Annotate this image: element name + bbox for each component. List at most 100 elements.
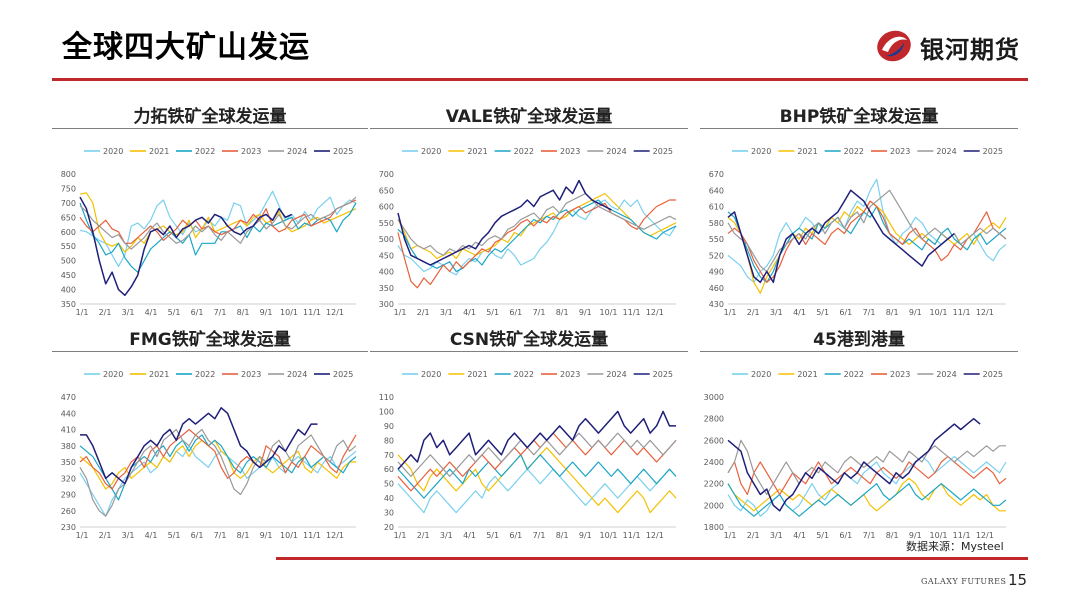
brand-name: 银河期货 <box>920 36 1020 64</box>
chart-title: 45港到港量 <box>813 330 905 350</box>
chart-panel-bhp: BHP铁矿全球发运量 2020 2021 2022 2023 2024 2025 430 46… <box>700 102 1018 318</box>
x-tick-label: 1/1 <box>724 308 737 317</box>
chart-panel-fmg: FMG铁矿全球发运量 2020 2021 2022 2023 2024 2025 230 26… <box>52 325 368 540</box>
legend-label-2020: 2020 <box>103 147 123 156</box>
x-tick-label: 6/1 <box>509 308 522 317</box>
x-tick-label: 8/1 <box>237 531 250 540</box>
chart-title-divider <box>52 351 368 352</box>
x-tick-label: 12/1 <box>976 308 994 317</box>
x-tick-label: 3/1 <box>440 308 453 317</box>
x-tick-label: 11/1 <box>953 531 971 540</box>
title-divider <box>52 78 1028 81</box>
y-tick-label: 2800 <box>704 415 724 424</box>
x-tick-label: 8/1 <box>237 308 250 317</box>
legend-label-2023: 2023 <box>890 147 910 156</box>
y-tick-label: 550 <box>709 235 724 244</box>
y-tick-label: 30 <box>384 509 394 518</box>
chart-title: CSN铁矿全球发运量 <box>449 330 609 350</box>
x-tick-label: 5/1 <box>486 308 499 317</box>
legend-label-2022: 2022 <box>844 147 864 156</box>
chart-title-divider <box>52 128 368 129</box>
y-tick-label: 20 <box>384 523 394 532</box>
chart-title: FMG铁矿全球发运量 <box>129 330 291 350</box>
legend-label-2022: 2022 <box>514 147 534 156</box>
y-tick-label: 80 <box>384 436 394 445</box>
legend-label-2023: 2023 <box>890 370 910 379</box>
legend-label-2025: 2025 <box>653 370 673 379</box>
x-tick-label: 3/1 <box>122 308 135 317</box>
x-tick-label: 2/1 <box>747 531 760 540</box>
x-tick-label: 12/1 <box>646 531 664 540</box>
x-tick-label: 10/1 <box>930 308 948 317</box>
x-tick-label: 6/1 <box>191 531 204 540</box>
x-tick-label: 4/1 <box>793 531 806 540</box>
y-tick-label: 290 <box>61 491 76 500</box>
y-tick-label: 500 <box>61 257 76 266</box>
x-tick-label: 8/1 <box>556 308 569 317</box>
legend-label-2022: 2022 <box>195 370 215 379</box>
x-tick-label: 11/1 <box>953 308 971 317</box>
x-tick-label: 3/1 <box>770 308 783 317</box>
x-tick-label: 11/1 <box>303 308 321 317</box>
series-line-2025 <box>79 196 293 297</box>
y-tick-label: 400 <box>379 268 394 277</box>
series-line-2021 <box>727 477 1006 512</box>
x-tick-label: 5/1 <box>816 308 829 317</box>
x-tick-label: 2/1 <box>747 308 760 317</box>
y-tick-label: 700 <box>61 199 76 208</box>
legend-label-2023: 2023 <box>560 147 580 156</box>
legend-label-2024: 2024 <box>606 147 626 156</box>
legend-label-2023: 2023 <box>241 147 261 156</box>
series-line-2024 <box>79 196 357 250</box>
x-tick-label: 2/1 <box>99 308 112 317</box>
legend-label-2020: 2020 <box>103 370 123 379</box>
series-line-2022 <box>727 483 1007 517</box>
y-tick-label: 90 <box>384 422 394 431</box>
legend-label-2020: 2020 <box>751 147 771 156</box>
y-tick-label: 600 <box>379 203 394 212</box>
x-tick-label: 5/1 <box>486 531 499 540</box>
x-tick-label: 10/1 <box>600 308 618 317</box>
series-line-2025 <box>80 407 318 485</box>
chart-title: VALE铁矿全球发运量 <box>445 107 613 127</box>
chart-panel-rio: 力拓铁矿全球发运量 2020 2021 2022 2023 2024 2025 350 400… <box>52 102 368 318</box>
y-tick-label: 640 <box>709 186 724 195</box>
series-line-2024 <box>397 432 677 478</box>
x-tick-label: 5/1 <box>168 308 181 317</box>
series-line-2024 <box>727 439 1006 496</box>
page-title: 全球四大矿山发运 <box>62 30 310 65</box>
y-tick-label: 300 <box>379 300 394 309</box>
y-tick-label: 410 <box>61 426 76 435</box>
y-tick-label: 260 <box>61 507 76 516</box>
brand-logo: 银河期货 <box>876 28 1026 64</box>
x-tick-label: 9/1 <box>579 531 592 540</box>
data-source: 数据来源：Mysteel <box>906 540 1004 553</box>
series-line-2020 <box>397 468 677 514</box>
y-tick-label: 50 <box>384 480 394 489</box>
x-tick-label: 1/1 <box>394 308 407 317</box>
series-line-2023 <box>79 199 357 244</box>
x-tick-label: 4/1 <box>463 308 476 317</box>
x-tick-label: 5/1 <box>168 531 181 540</box>
series-line-2020 <box>397 199 677 276</box>
x-tick-label: 7/1 <box>533 308 546 317</box>
legend-label-2024: 2024 <box>936 370 956 379</box>
legend-label-2024: 2024 <box>606 370 626 379</box>
x-tick-label: 12/1 <box>326 531 344 540</box>
footer-brand: GALAXY FUTURES <box>921 577 1007 586</box>
chart-title-divider <box>370 128 688 129</box>
legend-label-2023: 2023 <box>560 370 580 379</box>
y-tick-label: 2400 <box>704 458 724 467</box>
y-tick-label: 3000 <box>704 393 724 402</box>
y-tick-label: 40 <box>384 494 394 503</box>
y-tick-label: 670 <box>709 170 724 179</box>
y-tick-label: 440 <box>61 409 76 418</box>
y-tick-label: 100 <box>379 407 394 416</box>
x-tick-label: 9/1 <box>909 531 922 540</box>
legend-label-2025: 2025 <box>983 370 1003 379</box>
x-tick-label: 1/1 <box>76 531 89 540</box>
port45-arrival-chart: 2020 2021 2022 2023 2024 2025 1800 2000 2200 2400… <box>704 370 1007 540</box>
x-tick-label: 4/1 <box>145 531 158 540</box>
x-tick-label: 4/1 <box>145 308 158 317</box>
y-tick-label: 400 <box>61 286 76 295</box>
